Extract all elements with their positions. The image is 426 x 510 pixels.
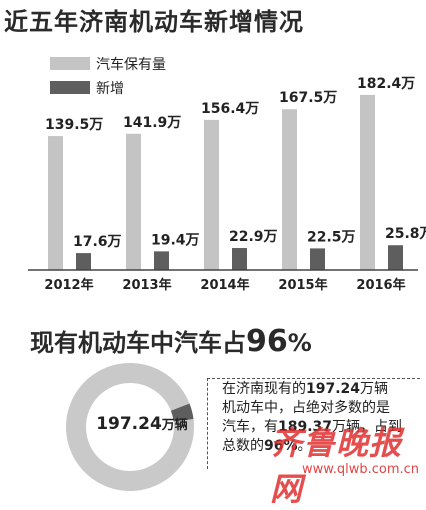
bar-holdings <box>360 94 375 271</box>
donut-slices <box>65 363 195 492</box>
callout-line4-post: 。 <box>297 438 312 454</box>
x-tick-labels: 2012年 2013年 2014年 2015年 2016年 <box>44 277 405 293</box>
data-label-holdings: 139.5万 <box>45 117 103 133</box>
bar-holdings <box>282 109 297 270</box>
bar-chart: 汽车保有量 新增 139.5万 17.6万 141.9万 19.4万 156.4万 22.… <box>28 56 426 293</box>
legend-label-new: 新增 <box>96 81 124 97</box>
donut-center-value: 197.24 <box>96 414 162 434</box>
x-tick-label: 2013年 <box>122 277 171 293</box>
legend-swatch-holdings <box>50 57 90 70</box>
data-label-holdings: 167.5万 <box>279 90 337 106</box>
legend-swatch-new <box>50 81 90 94</box>
x-tick-label: 2016年 <box>356 277 405 293</box>
bar-holdings <box>48 136 63 270</box>
bars-group: 139.5万 17.6万 141.9万 19.4万 156.4万 22.9万 167.5万 2… <box>45 76 426 271</box>
bar-new <box>76 253 91 270</box>
bar-new <box>232 248 247 270</box>
donut-slice-cars <box>65 363 195 492</box>
callout-line1-num: 197.24 <box>306 381 361 397</box>
callout-line1-post: 万辆 <box>360 381 389 397</box>
callout-box <box>207 378 420 469</box>
callout-line3-num: 189.37 <box>278 419 333 435</box>
data-label-new: 19.4万 <box>151 232 200 248</box>
callout-line2: 机动车中，占绝对多数的是 <box>222 400 390 416</box>
chart-title: 近五年济南机动车新增情况 <box>4 8 304 36</box>
data-label-holdings: 156.4万 <box>201 101 259 117</box>
donut-center-label: 197.24万辆 <box>82 414 202 434</box>
data-label-new: 17.6万 <box>73 234 122 250</box>
donut-center-unit: 万辆 <box>161 418 188 433</box>
data-label-new: 22.9万 <box>229 229 278 245</box>
data-label-new: 25.8万 <box>385 226 426 242</box>
bar-new <box>154 251 169 270</box>
callout-line4-pre: 总数的 <box>222 438 264 454</box>
donut-slice-other <box>170 403 194 422</box>
callout-line4-num: 96% <box>264 438 298 454</box>
donut-title: 现有机动车中汽车占96% <box>30 323 312 359</box>
callout-line1-pre: 在济南现有的 <box>222 381 306 397</box>
data-label-holdings: 182.4万 <box>357 76 415 92</box>
callout-line3-post: 万辆，占到 <box>332 419 403 435</box>
bar-new <box>388 245 403 270</box>
data-label-new: 22.5万 <box>307 229 356 245</box>
donut-title-value: 96 <box>246 324 288 359</box>
bar-holdings <box>126 133 141 270</box>
bar-holdings <box>204 119 219 270</box>
x-tick-label: 2012年 <box>44 277 93 293</box>
bar-new <box>310 248 325 270</box>
watermark-url: www.qlwb.com.cn <box>302 462 419 477</box>
legend-label-holdings: 汽车保有量 <box>96 56 166 73</box>
callout-line3-pre: 汽车，有 <box>222 419 278 435</box>
callout-text: 在济南现有的197.24万辆 机动车中，占绝对多数的是 汽车，有189.37万辆… <box>222 380 418 456</box>
x-tick-label: 2014年 <box>200 277 249 293</box>
donut-title-suffix: % <box>287 329 312 357</box>
donut-chart <box>65 363 195 492</box>
x-tick-label: 2015年 <box>278 277 327 293</box>
data-label-holdings: 141.9万 <box>123 115 181 131</box>
donut-title-text: 现有机动车中汽车占 <box>30 329 246 357</box>
